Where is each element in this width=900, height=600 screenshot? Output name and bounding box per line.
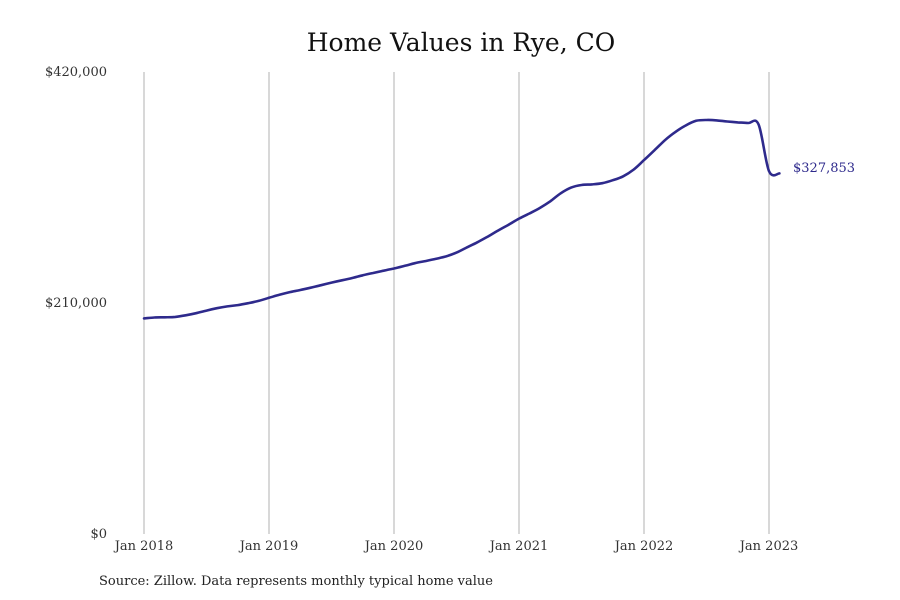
x-tick-label: Jan 2020 (363, 539, 424, 554)
y-axis: $0 $210,000 $420,000 (45, 65, 107, 542)
y-tick-label: $420,000 (45, 65, 107, 80)
x-tick-label: Jan 2018 (113, 539, 174, 554)
y-tick-label: $210,000 (45, 296, 107, 311)
x-axis: Jan 2018 Jan 2019 Jan 2020 Jan 2021 Jan 2022… (113, 539, 799, 554)
x-tick-label: Jan 2022 (613, 539, 674, 554)
source-note: Source: Zillow. Data represents monthly … (99, 574, 493, 589)
x-tick-label: Jan 2021 (488, 539, 549, 554)
series-layer (142, 118, 781, 320)
x-tick-label: Jan 2023 (738, 539, 799, 554)
y-tick-label: $0 (90, 527, 107, 542)
series-line (142, 118, 781, 320)
grid-lines (143, 72, 770, 534)
end-value-label: $327,853 (793, 161, 855, 176)
x-tick-label: Jan 2019 (238, 539, 299, 554)
chart-title: Home Values in Rye, CO (307, 28, 616, 57)
